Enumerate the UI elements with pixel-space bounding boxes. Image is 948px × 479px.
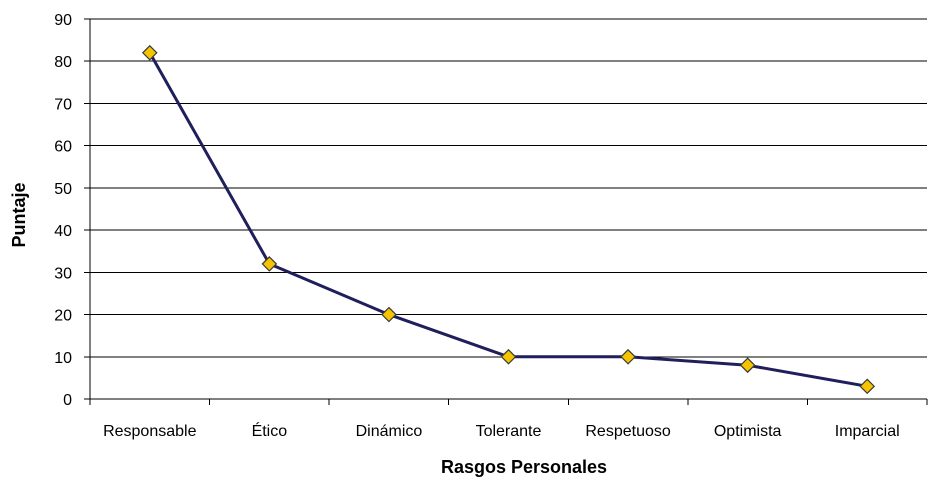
- x-tick-label-3: Tolerante: [476, 423, 542, 440]
- series-group: [141, 44, 876, 395]
- y-tick-label-20: 20: [54, 308, 72, 325]
- x-tick-label-2: Dinámico: [356, 423, 423, 440]
- data-point-6: [859, 378, 876, 395]
- y-tick-label-90: 90: [54, 12, 72, 29]
- x-axis-title: Rasgos Personales: [441, 457, 607, 477]
- y-tick-label-0: 0: [63, 392, 72, 409]
- x-tick-label-6: Imparcial: [835, 423, 900, 440]
- data-point-1: [261, 256, 278, 272]
- axes: [84, 18, 928, 405]
- x-tick-label-4: Respetuoso: [585, 423, 670, 440]
- data-point-3: [500, 348, 517, 365]
- y-tick-label-40: 40: [54, 223, 72, 240]
- y-tick-label-30: 30: [54, 265, 72, 282]
- data-point-0: [141, 44, 158, 61]
- gridlines: [90, 18, 927, 358]
- y-tick-label-10: 10: [54, 350, 72, 367]
- x-tick-label-5: Optimista: [714, 423, 782, 440]
- y-tick-label-50: 50: [54, 181, 72, 198]
- y-tick-label-70: 70: [54, 96, 72, 113]
- x-tick-labels: Responsable Ético Dinámico Tolerante Respetu…: [103, 421, 900, 440]
- y-tick-labels: 0 10 20 30 40 50 60 70 80 90: [54, 12, 72, 409]
- data-point-2: [381, 306, 397, 323]
- y-tick-label-60: 60: [54, 139, 72, 156]
- y-axis-title: Puntaje: [9, 182, 29, 247]
- x-tick-label-1: Ético: [252, 421, 288, 440]
- series-line-0: [148, 52, 868, 388]
- x-tick-label-0: Responsable: [103, 423, 197, 440]
- data-point-5: [739, 357, 756, 374]
- data-point-4: [620, 348, 636, 365]
- y-tick-label-80: 80: [54, 54, 72, 71]
